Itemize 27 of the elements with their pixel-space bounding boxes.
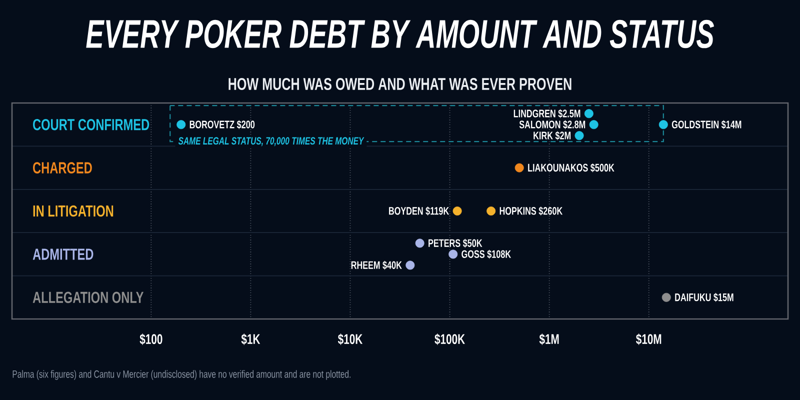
y-tick-label: COURT CONFIRMED <box>33 118 150 130</box>
data-label: LIAKOUNAKOS $500K <box>528 163 614 172</box>
data-label: DAIFUKU $15M <box>675 292 734 302</box>
data-label: GOLDSTEIN $14M <box>672 120 742 130</box>
x-tick-label: $10K <box>338 334 363 345</box>
data-label: LINDGREN $2.5M <box>514 109 580 118</box>
chart-title: EVERY POKER DEBT BY AMOUNT AND STATUS <box>86 20 714 48</box>
text: Palma (six figures) and Cantu v Mercier (undisclosed) have no verified amount and are not plotted. <box>12 370 350 380</box>
x-tick-label: $10M <box>636 334 662 345</box>
x-tick-label: $1M <box>539 334 559 345</box>
x-tick-label: $100 <box>140 334 162 345</box>
x-tick-label: $1K <box>241 334 260 345</box>
data-label: RHEEM $40K <box>351 260 402 270</box>
data-label: GOSS $108K <box>462 250 511 259</box>
x-tick-label: $100K <box>434 334 465 345</box>
data-label: SALOMON $2.8M <box>519 120 586 130</box>
data-label: HOPKINS $260K <box>500 206 563 216</box>
data-label: BOYDEN $119K <box>389 206 450 216</box>
data-label: BOROVETZ $200 <box>190 120 255 130</box>
y-tick-label: IN LITIGATION <box>33 205 114 217</box>
y-tick-label: CHARGED <box>33 162 92 174</box>
annotation: SAME LEGAL STATUS, 70,000 TIMES THE MONEY <box>178 137 364 146</box>
data-label: KIRK $2M <box>534 131 571 140</box>
chart-subtitle: HOW MUCH WAS OWED AND WHAT WAS EVER PROVEN <box>228 78 572 90</box>
y-tick-label: ALLEGATION ONLY <box>32 292 144 304</box>
y-tick-label: ADMITTED <box>32 248 94 260</box>
data-label: PETERS $50K <box>428 238 482 248</box>
